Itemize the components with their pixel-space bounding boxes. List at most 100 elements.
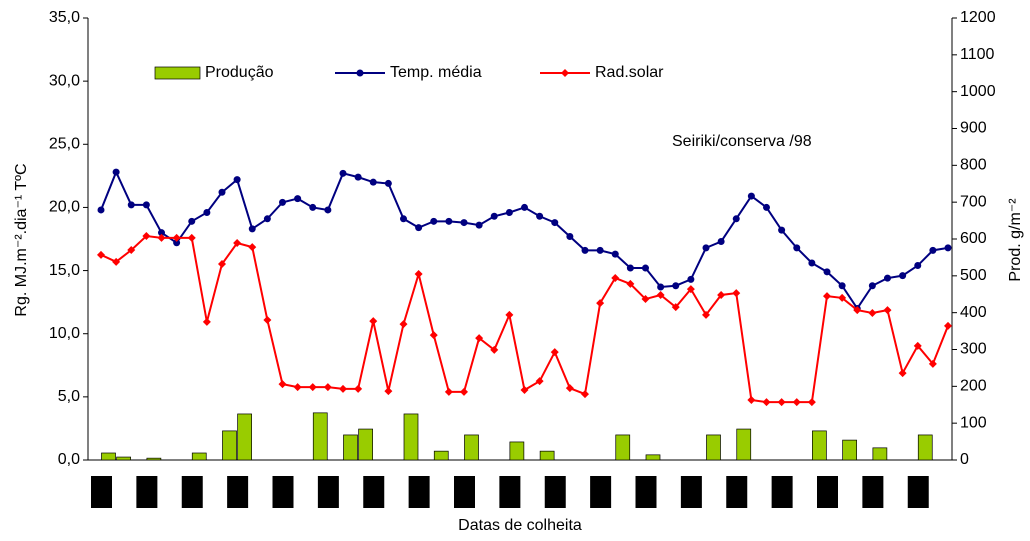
marker: [218, 260, 226, 269]
marker: [581, 246, 589, 254]
annotation: Seiriki/conserva /98: [672, 133, 812, 150]
marker: [672, 282, 680, 290]
legend-label: Rad.solar: [595, 64, 664, 81]
marker: [369, 317, 378, 326]
marker: [868, 282, 876, 290]
marker: [566, 232, 574, 240]
marker: [596, 246, 604, 254]
line: [100, 169, 949, 311]
redacted-label: [635, 476, 657, 508]
bar: [539, 450, 555, 461]
legend-swatch: [154, 66, 201, 80]
y2-tick-label: 800: [960, 157, 987, 174]
marker: [702, 310, 710, 319]
line: [100, 235, 949, 404]
bar: [842, 439, 857, 461]
legend-marker: [356, 69, 364, 77]
marker: [248, 243, 257, 252]
marker: [323, 383, 332, 392]
marker: [233, 176, 241, 184]
redacted-label: [136, 476, 158, 508]
marker: [838, 293, 847, 302]
marker: [445, 217, 453, 225]
y2-tick-label: 400: [960, 304, 987, 321]
redacted-label: [408, 476, 430, 508]
y2-tick-label: 0: [960, 451, 969, 468]
y2-tick-label: 100: [960, 414, 987, 431]
y2-tick-label: 1200: [960, 9, 996, 26]
marker: [173, 239, 181, 247]
redacted-label: [454, 476, 475, 508]
bar: [101, 452, 116, 461]
marker: [883, 306, 892, 315]
bar: [237, 413, 252, 461]
marker: [611, 274, 620, 283]
marker: [913, 341, 922, 350]
marker: [944, 244, 952, 252]
marker: [354, 384, 363, 393]
marker: [642, 264, 649, 272]
marker: [626, 279, 635, 288]
legend-label: Produção: [205, 64, 274, 81]
y2-tick-label: 600: [960, 230, 987, 247]
marker: [898, 369, 907, 378]
bar: [615, 434, 631, 461]
marker: [550, 348, 559, 357]
marker: [429, 331, 438, 340]
y2-tick-label: 700: [960, 193, 987, 210]
marker: [233, 239, 242, 248]
marker: [656, 290, 665, 299]
marker: [444, 387, 453, 396]
x-axis-title: Datas de colheita: [458, 517, 582, 534]
marker: [97, 250, 105, 259]
redacted-label: [817, 476, 838, 508]
redacted-label: [771, 476, 793, 508]
marker: [172, 233, 181, 242]
y2-axis-title: Prod. g/m⁻²: [1007, 198, 1024, 282]
redacted-label: [590, 476, 612, 508]
marker: [944, 321, 952, 330]
marker: [475, 221, 483, 229]
marker: [914, 262, 922, 270]
marker: [218, 188, 226, 196]
bar: [872, 447, 888, 461]
marker: [384, 179, 392, 187]
marker: [142, 201, 150, 209]
marker: [339, 169, 347, 177]
legend-marker: [561, 69, 569, 77]
bar: [343, 434, 358, 461]
bar: [509, 441, 525, 461]
marker: [778, 226, 786, 234]
y2-tick-label: 1000: [960, 83, 996, 100]
y-tick-label: 35,0: [49, 9, 80, 26]
redacted-label: [907, 476, 929, 508]
marker: [294, 195, 302, 203]
marker: [187, 233, 196, 242]
marker: [142, 232, 151, 241]
redacted-label: [363, 476, 385, 508]
marker: [414, 269, 423, 278]
marker: [460, 387, 468, 396]
marker: [263, 316, 272, 325]
marker: [536, 212, 544, 220]
redacted-label: [726, 476, 748, 508]
marker: [747, 395, 756, 404]
marker: [807, 398, 816, 407]
redacted-label: [272, 476, 294, 508]
marker: [792, 398, 801, 407]
marker: [853, 306, 862, 315]
marker: [717, 290, 726, 299]
bar: [146, 457, 162, 461]
marker: [202, 317, 211, 326]
marker: [278, 380, 287, 389]
bar: [812, 430, 827, 461]
marker: [929, 246, 937, 254]
y2-tick-label: 500: [960, 267, 987, 284]
marker: [490, 212, 498, 220]
marker: [157, 233, 166, 242]
marker: [248, 225, 256, 233]
marker: [188, 217, 196, 225]
marker: [581, 390, 589, 399]
bar: [222, 430, 237, 461]
